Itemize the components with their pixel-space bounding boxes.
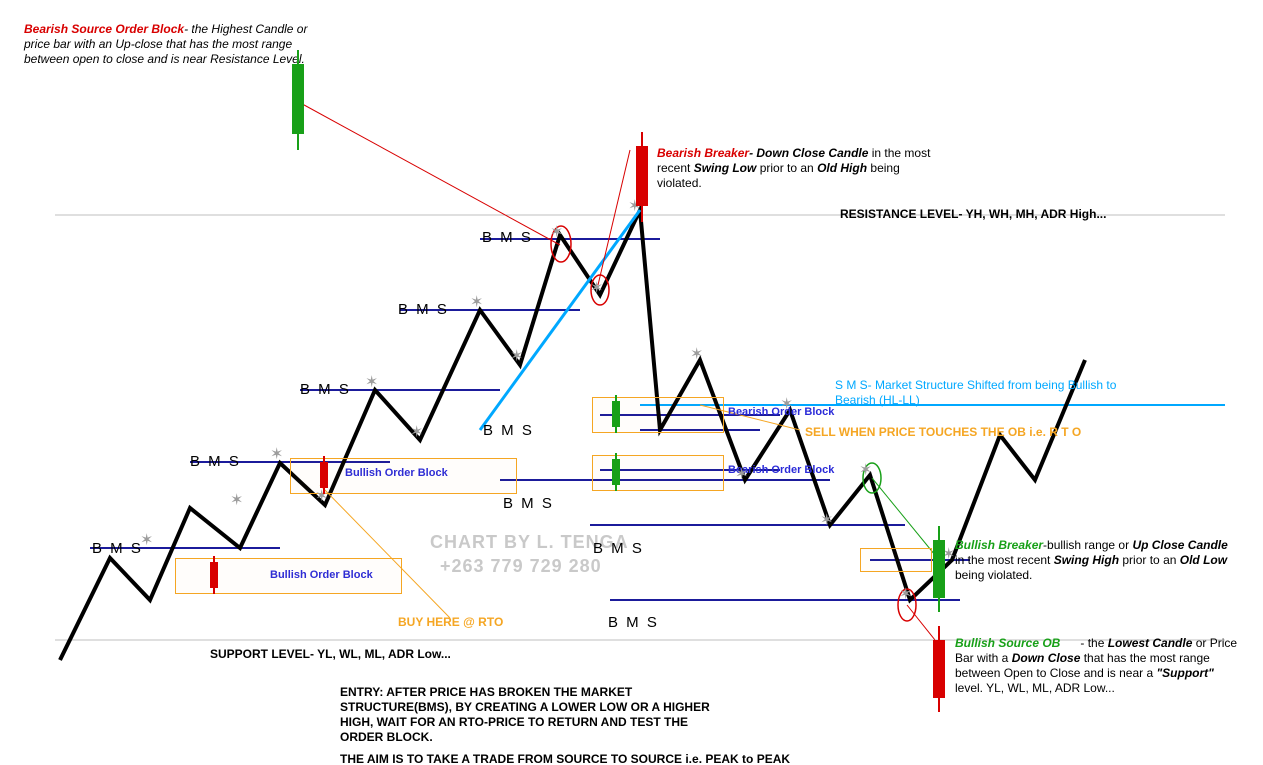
star-marker: ✶	[899, 584, 912, 604]
star-marker: ✶	[735, 464, 748, 484]
bull-brk-title: Bullish Breaker	[955, 538, 1043, 552]
bearBrk-big	[636, 146, 648, 206]
diagram-stage: Bearish Source Order Block- the Highest …	[0, 0, 1263, 765]
star-marker: ✶	[365, 372, 378, 392]
annot-bearish-breaker: Bearish Breaker- Down Close Candle in th…	[657, 146, 947, 191]
annot-sms: S M S- Market Structure Shifted from bei…	[835, 378, 1145, 408]
star-marker: ✶	[820, 510, 833, 530]
label-bms: B M S	[398, 301, 449, 320]
star-marker: ✶	[859, 460, 872, 480]
star-marker: ✶	[270, 444, 283, 464]
bearSrc-big	[292, 64, 304, 134]
label-resistance: RESISTANCE LEVEL- YH, WH, MH, ADR High..…	[840, 207, 1160, 222]
star-marker: ✶	[550, 222, 563, 242]
label-support: SUPPORT LEVEL- YL, WL, ML, ADR Low...	[210, 647, 570, 662]
star-marker: ✶	[780, 394, 793, 414]
label-bms: B M S	[300, 381, 351, 400]
annot-aim: THE AIM IS TO TAKE A TRADE FROM SOURCE T…	[340, 752, 840, 765]
annot-bullish-breaker: Bullish Breaker-bullish range or Up Clos…	[955, 538, 1230, 583]
label-bms: B M S	[483, 422, 534, 441]
label-bms: B M S	[608, 614, 659, 633]
annot-buy: BUY HERE @ RTO	[398, 615, 503, 630]
label-bms: B M S	[593, 540, 644, 559]
star-marker: ✶	[590, 278, 603, 298]
star-marker: ✶	[690, 344, 703, 364]
label-bms: B M S	[482, 229, 533, 248]
label-bms: B M S	[92, 540, 143, 559]
bear-ob-2-c	[612, 459, 620, 485]
bull-ob-1-c	[210, 562, 218, 588]
label-bms: B M S	[503, 495, 554, 514]
star-marker: ✶	[230, 490, 243, 510]
watermark-2: +263 779 729 280	[440, 556, 602, 577]
star-marker: ✶	[510, 346, 523, 366]
star-marker: ✶	[410, 422, 423, 442]
bull-src-title: Bullish Source OB	[955, 636, 1060, 650]
bull-brk-box	[860, 548, 932, 572]
bear-src-title: Bearish Source Order Block	[24, 22, 184, 36]
label-bms: B M S	[190, 453, 241, 472]
star-marker: ✶	[315, 486, 328, 506]
bull-ob-2-c	[320, 462, 328, 488]
annot-sell: SELL WHEN PRICE TOUCHES THE OB i.e. R T …	[805, 425, 1205, 440]
bullSrc-big	[933, 640, 945, 698]
star-marker: ✶	[470, 292, 483, 312]
bullBrk-big	[933, 540, 945, 598]
annot-entry: ENTRY: AFTER PRICE HAS BROKEN THE MARKET…	[340, 685, 730, 745]
bear-ob-1-c	[612, 401, 620, 427]
annot-bullish-source: Bullish Source OB - the Lowest Candle or…	[955, 636, 1245, 696]
annot-bearish-source: Bearish Source Order Block- the Highest …	[24, 22, 324, 67]
bear-brk-title: Bearish Breaker	[657, 146, 749, 160]
